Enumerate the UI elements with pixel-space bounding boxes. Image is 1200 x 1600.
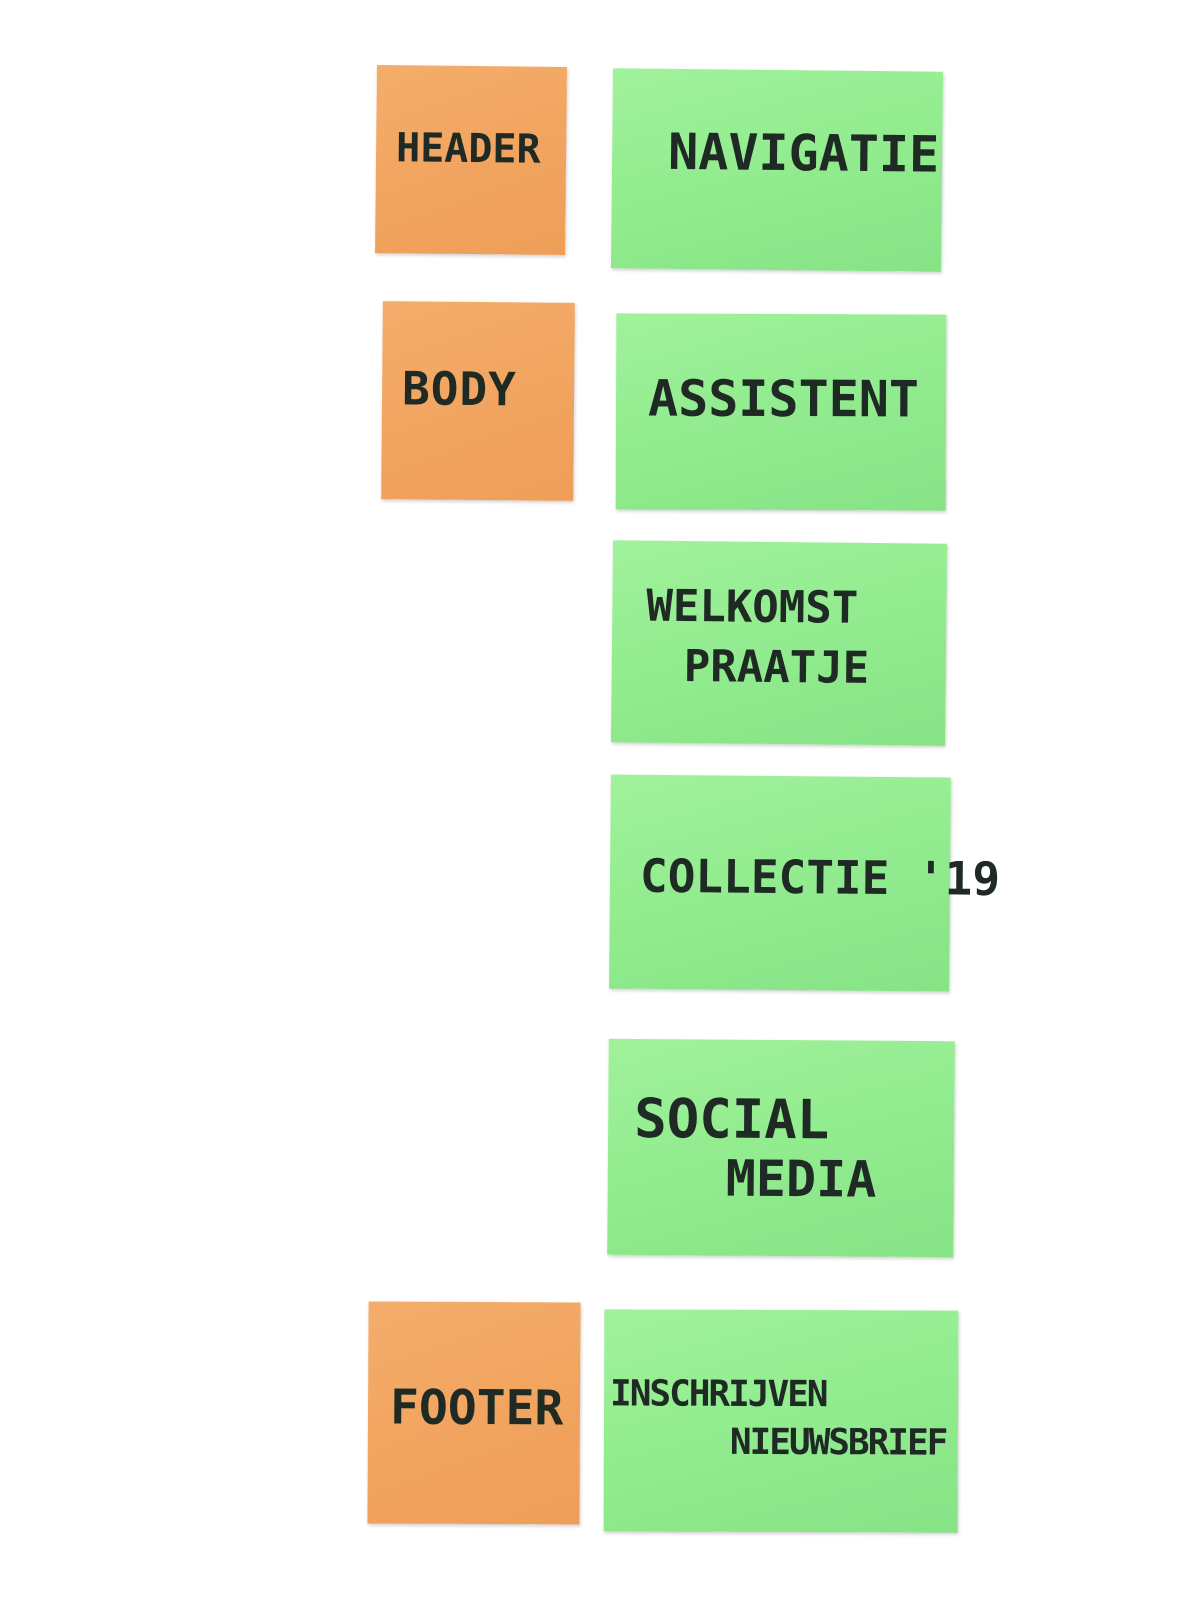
note-label-footer: FOOTER <box>389 1379 564 1437</box>
note-label-welkomst: WELKOMST <box>646 580 859 634</box>
sticky-note-assistent: ASSISTENT <box>615 313 947 511</box>
sticky-note-body: BODY <box>381 301 575 501</box>
sticky-note-welkomst-praatje: WELKOMST PRAATJE <box>610 540 948 746</box>
sticky-note-navigatie: NAVIGATIE <box>610 68 944 272</box>
note-label-assistent: ASSISTENT <box>647 369 920 429</box>
sticky-note-header: HEADER <box>375 65 567 255</box>
note-label-nieuwsbrief: NIEUWSBRIEF <box>729 1421 947 1464</box>
sticky-note-nieuwsbrief: INSCHRIJVEN NIEUWSBRIEF <box>603 1309 959 1533</box>
sticky-note-footer: FOOTER <box>367 1301 581 1525</box>
note-label-body: BODY <box>401 361 518 417</box>
note-label-praatje: PRAATJE <box>683 641 870 694</box>
note-label-header: HEADER <box>395 125 541 173</box>
note-label-collectie: COLLECTIE '19 <box>639 848 1001 906</box>
note-label-navigatie: NAVIGATIE <box>667 122 940 184</box>
note-label-inschrijven: INSCHRIJVEN <box>610 1373 827 1416</box>
note-label-social: SOCIAL <box>633 1086 830 1152</box>
sticky-note-collectie: COLLECTIE '19 <box>609 774 1000 992</box>
note-label-media: MEDIA <box>725 1149 877 1209</box>
sticky-note-social-media: SOCIAL MEDIA <box>607 1038 955 1258</box>
